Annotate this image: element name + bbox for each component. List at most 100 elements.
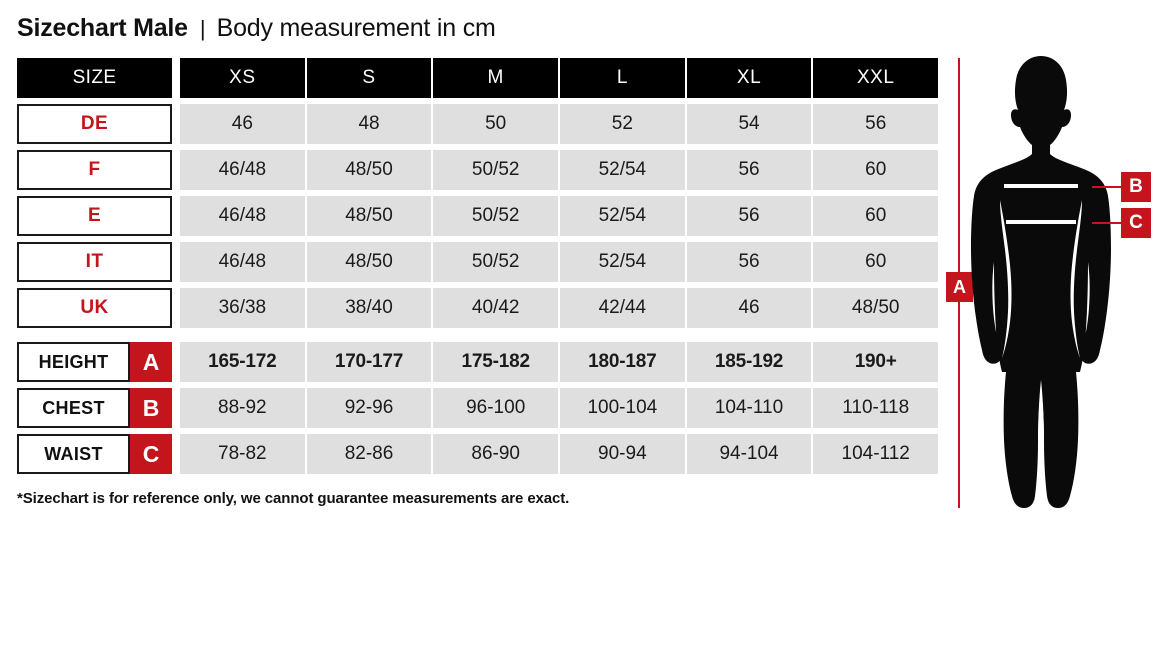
- column-header-xxl: XXL: [813, 58, 939, 98]
- cell-chest-m: 96-100: [433, 388, 559, 428]
- cell-de-l: 52: [560, 104, 685, 144]
- row-label-cell-uk: UK: [17, 288, 172, 328]
- cell-it-xs: 46/48: [180, 242, 305, 282]
- leader-line-b: [1092, 186, 1122, 188]
- marker-badge-b: B: [130, 388, 172, 428]
- cell-de-xs: 46: [180, 104, 305, 144]
- row-label-uk: UK: [17, 288, 172, 328]
- row-label-e: E: [17, 196, 172, 236]
- row-label-it: IT: [17, 242, 172, 282]
- cell-waist-s: 82-86: [306, 434, 432, 474]
- cell-chest-xl: 104-110: [686, 388, 812, 428]
- table-row: CHEST B 88-92 92-96 96-100 100-104 104-1…: [17, 388, 939, 428]
- row-label-cell-f: F: [17, 150, 172, 190]
- waist-measure-band: [1006, 220, 1076, 224]
- cell-f-s: 48/50: [306, 150, 432, 190]
- cell-chest-xs: 88-92: [180, 388, 305, 428]
- cell-de-xl: 54: [686, 104, 812, 144]
- cell-e-xl: 56: [686, 196, 812, 236]
- cell-waist-l: 90-94: [560, 434, 685, 474]
- cell-f-xs: 46/48: [180, 150, 305, 190]
- column-header-xl: XL: [686, 58, 812, 98]
- page-title-subtitle: Body measurement in cm: [216, 14, 496, 42]
- row-label-cell-height: HEIGHT A: [17, 342, 172, 382]
- header-label-cell: SIZE: [17, 58, 172, 98]
- cell-chest-xxl: 110-118: [813, 388, 939, 428]
- title-separator: |: [199, 16, 206, 41]
- cell-waist-xxl: 104-112: [813, 434, 939, 474]
- row-label-chest: CHEST: [17, 388, 130, 428]
- cell-height-l: 180-187: [560, 342, 685, 382]
- cell-height-xs: 165-172: [180, 342, 305, 382]
- body-measurement-figure: A B C: [940, 50, 1169, 530]
- cell-de-xxl: 56: [813, 104, 939, 144]
- row-label-cell-waist: WAIST C: [17, 434, 172, 474]
- disclaimer-text: *Sizechart is for reference only, we can…: [17, 490, 570, 507]
- figure-marker-c: C: [1121, 208, 1151, 238]
- cell-it-xl: 56: [686, 242, 812, 282]
- cell-de-s: 48: [306, 104, 432, 144]
- cell-f-xxl: 60: [813, 150, 939, 190]
- row-label-cell-chest: CHEST B: [17, 388, 172, 428]
- cell-it-l: 52/54: [560, 242, 685, 282]
- cell-e-l: 52/54: [560, 196, 685, 236]
- cell-waist-xl: 94-104: [686, 434, 812, 474]
- marker-badge-c: C: [130, 434, 172, 474]
- cell-e-xs: 46/48: [180, 196, 305, 236]
- cell-it-m: 50/52: [433, 242, 559, 282]
- cell-de-m: 50: [433, 104, 559, 144]
- row-label-f: F: [17, 150, 172, 190]
- header-size-label: SIZE: [17, 58, 172, 98]
- cell-chest-l: 100-104: [560, 388, 685, 428]
- table-row: IT 46/48 48/50 50/52 52/54 56 60: [17, 242, 939, 282]
- figure-marker-b: B: [1121, 172, 1151, 202]
- table-row: DE 46 48 50 52 54 56: [17, 104, 939, 144]
- cell-height-xl: 185-192: [686, 342, 812, 382]
- cell-f-l: 52/54: [560, 150, 685, 190]
- cell-f-m: 50/52: [433, 150, 559, 190]
- table-row: WAIST C 78-82 82-86 86-90 90-94 94-104 1…: [17, 434, 939, 474]
- page-title: Sizechart Male | Body measurement in cm: [17, 14, 496, 48]
- cell-waist-m: 86-90: [433, 434, 559, 474]
- table-header-row: SIZE XS S M L XL XXL: [17, 58, 939, 98]
- row-label-de: DE: [17, 104, 172, 144]
- cell-height-s: 170-177: [306, 342, 432, 382]
- figure-marker-a: A: [946, 272, 973, 302]
- page-title-main: Sizechart Male: [17, 14, 188, 42]
- cell-it-s: 48/50: [306, 242, 432, 282]
- cell-uk-xs: 36/38: [180, 288, 305, 328]
- cell-uk-s: 38/40: [306, 288, 432, 328]
- row-label-cell-it: IT: [17, 242, 172, 282]
- cell-uk-l: 42/44: [560, 288, 685, 328]
- cell-uk-xl: 46: [686, 288, 812, 328]
- column-header-xs: XS: [180, 58, 305, 98]
- cell-e-m: 50/52: [433, 196, 559, 236]
- cell-e-s: 48/50: [306, 196, 432, 236]
- row-label-cell-de: DE: [17, 104, 172, 144]
- cell-uk-m: 40/42: [433, 288, 559, 328]
- column-header-s: S: [306, 58, 432, 98]
- column-header-m: M: [433, 58, 559, 98]
- cell-height-xxl: 190+: [813, 342, 939, 382]
- cell-f-xl: 56: [686, 150, 812, 190]
- sizechart-table: SIZE XS S M L XL XXL DE 46 48 50 52 54 5…: [17, 58, 939, 480]
- cell-uk-xxl: 48/50: [813, 288, 939, 328]
- cell-it-xxl: 60: [813, 242, 939, 282]
- column-header-l: L: [560, 58, 685, 98]
- table-row: UK 36/38 38/40 40/42 42/44 46 48/50: [17, 288, 939, 328]
- row-label-waist: WAIST: [17, 434, 130, 474]
- male-body-silhouette-icon: [971, 56, 1111, 508]
- cell-height-m: 175-182: [433, 342, 559, 382]
- leader-line-c: [1092, 222, 1122, 224]
- table-row: HEIGHT A 165-172 170-177 175-182 180-187…: [17, 342, 939, 382]
- table-row: E 46/48 48/50 50/52 52/54 56 60: [17, 196, 939, 236]
- marker-badge-a: A: [130, 342, 172, 382]
- chest-measure-band: [1004, 184, 1078, 188]
- row-label-height: HEIGHT: [17, 342, 130, 382]
- cell-e-xxl: 60: [813, 196, 939, 236]
- row-label-cell-e: E: [17, 196, 172, 236]
- cell-chest-s: 92-96: [306, 388, 432, 428]
- cell-waist-xs: 78-82: [180, 434, 305, 474]
- table-row: F 46/48 48/50 50/52 52/54 56 60: [17, 150, 939, 190]
